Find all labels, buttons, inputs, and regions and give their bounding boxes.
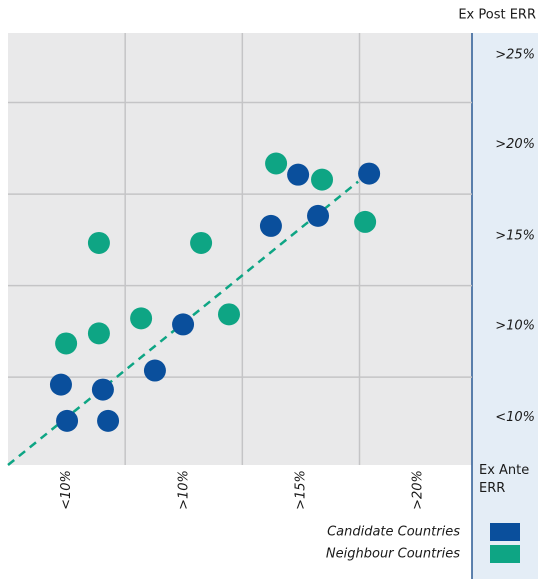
point [87, 231, 110, 254]
point [143, 359, 166, 382]
y-tick-label: >25% [495, 47, 535, 62]
legend-swatch [490, 523, 520, 541]
plot-area [8, 33, 472, 465]
point [265, 152, 288, 175]
legend-label: Neighbour Countries [326, 547, 460, 562]
x-tick-label: >15% [293, 470, 308, 510]
point [87, 322, 110, 345]
point [190, 231, 213, 254]
point [217, 303, 240, 326]
y-axis-title: Ex Post ERR [458, 8, 536, 23]
point [49, 373, 72, 396]
point [358, 162, 381, 185]
x-tick-label: >10% [176, 470, 191, 510]
x-tick-label: >20% [411, 470, 426, 510]
point [287, 163, 310, 186]
point [311, 168, 334, 191]
x-axis-title: Ex Ante ERR [479, 463, 529, 496]
y-tick-label: >15% [495, 229, 535, 244]
y-tick-label: >20% [495, 137, 535, 152]
point [307, 204, 330, 227]
point [354, 210, 377, 233]
point [97, 409, 120, 432]
point [172, 313, 195, 336]
legend-label: Candidate Countries [327, 525, 460, 540]
legend-swatch [490, 545, 520, 563]
point [259, 214, 282, 237]
point [55, 332, 78, 355]
y-tick-label: >10% [495, 318, 535, 333]
x-axis-title-line: Ex Ante [479, 463, 529, 478]
point [130, 307, 153, 330]
point [91, 378, 114, 401]
point [56, 409, 79, 432]
y-tick-label: <10% [495, 410, 535, 425]
x-tick-label: <10% [59, 470, 74, 510]
x-axis-title-line: ERR [479, 481, 505, 496]
axis-panel [472, 33, 538, 579]
